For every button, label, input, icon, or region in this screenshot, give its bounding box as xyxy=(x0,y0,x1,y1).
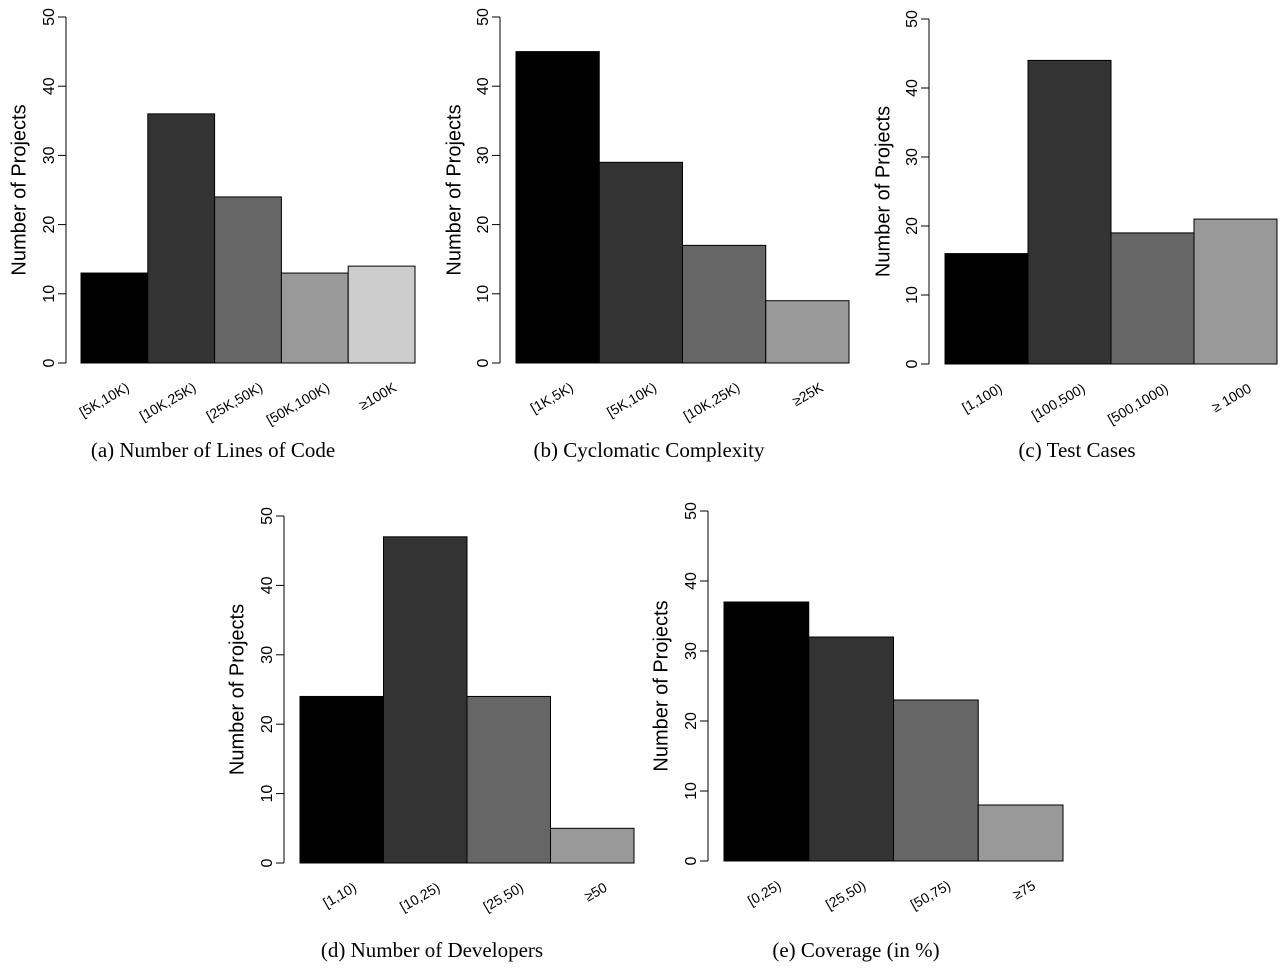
bar-3 xyxy=(682,244,767,364)
y-tick-label: 10 xyxy=(41,285,58,303)
y-tick-label: 50 xyxy=(475,8,492,26)
bar-3 xyxy=(1110,232,1195,365)
category-label-3: [25K,50K) xyxy=(203,379,265,424)
category-label-1: [1,100) xyxy=(959,380,1005,416)
bar-5 xyxy=(347,265,416,364)
category-label-5: ≥100K xyxy=(356,379,400,413)
category-label-4: [50K,100K) xyxy=(263,379,332,428)
bar-1 xyxy=(299,695,384,864)
y-tick-label: 0 xyxy=(41,358,58,367)
y-tick-label: 50 xyxy=(683,502,700,520)
y-axis-label: Number of Projects xyxy=(650,600,672,771)
bar-1 xyxy=(944,253,1029,365)
chart-caption: (c) Test Cases xyxy=(1018,438,1135,462)
y-tick-label: 20 xyxy=(259,715,276,733)
y-axis-label: Number of Projects xyxy=(8,104,30,275)
category-label-2: [10K,25K) xyxy=(137,379,199,424)
y-tick-label: 20 xyxy=(41,216,58,234)
category-label-4: ≥75 xyxy=(1010,877,1038,903)
chart-panel-1: 0 10 20 30 40 50 Number of Projects [5K,10K) [10… xyxy=(8,8,416,462)
category-label-4: ≥50 xyxy=(581,879,609,905)
y-tick-label: 40 xyxy=(259,576,276,594)
bar-4 xyxy=(550,827,635,864)
category-label-2: [25,50) xyxy=(823,877,869,913)
y-tick-label: 10 xyxy=(683,782,700,800)
bar-2 xyxy=(383,536,468,864)
y-tick-label: 30 xyxy=(259,646,276,664)
y-tick-label: 30 xyxy=(904,148,921,166)
chart-panel-5: 0 10 20 30 40 50 Number of Projects [0,25) [25,5… xyxy=(650,502,1064,962)
bar-1 xyxy=(723,601,810,862)
bar-4 xyxy=(977,804,1064,862)
y-tick-label: 0 xyxy=(475,358,492,367)
bar-2 xyxy=(598,161,683,364)
category-label-4: ≥25K xyxy=(789,379,826,409)
y-tick-label: 0 xyxy=(683,856,700,865)
y-tick-label: 40 xyxy=(683,572,700,590)
y-tick-label: 40 xyxy=(41,77,58,95)
y-tick-label: 10 xyxy=(259,785,276,803)
bar-1 xyxy=(80,272,149,364)
category-label-1: [1,10) xyxy=(320,879,359,911)
category-label-3: [500,1000) xyxy=(1105,380,1171,427)
bar-4 xyxy=(765,300,850,364)
chart-caption: (a) Number of Lines of Code xyxy=(91,438,335,462)
y-tick-label: 50 xyxy=(41,8,58,26)
category-label-1: [5K,10K) xyxy=(77,379,132,420)
y-tick-label: 40 xyxy=(475,77,492,95)
chart-panel-4: 0 10 20 30 40 50 Number of Projects [1,10) [10,2… xyxy=(226,507,635,962)
y-tick-label: 40 xyxy=(904,79,921,97)
bar-2 xyxy=(147,113,216,364)
category-label-3: [50,75) xyxy=(907,877,953,913)
bar-4 xyxy=(280,272,349,364)
y-tick-label: 0 xyxy=(259,858,276,867)
y-tick-label: 30 xyxy=(683,642,700,660)
y-tick-label: 30 xyxy=(475,146,492,164)
bar-2 xyxy=(808,636,894,862)
bar-2 xyxy=(1027,59,1112,365)
chart-caption: (d) Number of Developers xyxy=(321,938,543,962)
y-axis-label: Number of Projects xyxy=(872,106,894,277)
y-tick-label: 50 xyxy=(904,10,921,28)
bar-1 xyxy=(515,51,600,364)
y-tick-label: 10 xyxy=(904,286,921,304)
y-tick-label: 0 xyxy=(904,359,921,368)
category-label-2: [5K,10K) xyxy=(604,379,659,420)
bar-3 xyxy=(214,196,282,364)
chart-caption: (b) Cyclomatic Complexity xyxy=(534,438,765,462)
y-tick-label: 20 xyxy=(904,217,921,235)
category-label-3: [10K,25K) xyxy=(681,379,743,424)
category-label-2: [10,25) xyxy=(397,879,443,915)
y-tick-label: 10 xyxy=(475,285,492,303)
category-label-2: [100,500) xyxy=(1029,380,1088,423)
bar-3 xyxy=(893,699,979,862)
chart-panel-2: 0 10 20 30 40 50 Number of Projects [1K,5K) [5K,… xyxy=(443,8,850,462)
chart-panel-3: 0 10 20 30 40 50 Number of Projects [1,100) [100… xyxy=(872,10,1278,462)
category-label-1: [0,25) xyxy=(745,877,784,909)
bar-3 xyxy=(466,695,551,864)
y-tick-label: 30 xyxy=(41,146,58,164)
category-label-3: [25,50) xyxy=(480,879,526,915)
chart-caption: (e) Coverage (in %) xyxy=(772,938,939,962)
y-axis-label: Number of Projects xyxy=(443,104,465,275)
category-label-4: ≥ 1000 xyxy=(1209,380,1254,415)
y-tick-label: 20 xyxy=(683,712,700,730)
y-tick-label: 50 xyxy=(259,507,276,525)
bar-4 xyxy=(1193,218,1278,365)
category-label-1: [1K,5K) xyxy=(528,379,576,416)
y-axis-label: Number of Projects xyxy=(226,604,248,775)
y-tick-label: 20 xyxy=(475,216,492,234)
